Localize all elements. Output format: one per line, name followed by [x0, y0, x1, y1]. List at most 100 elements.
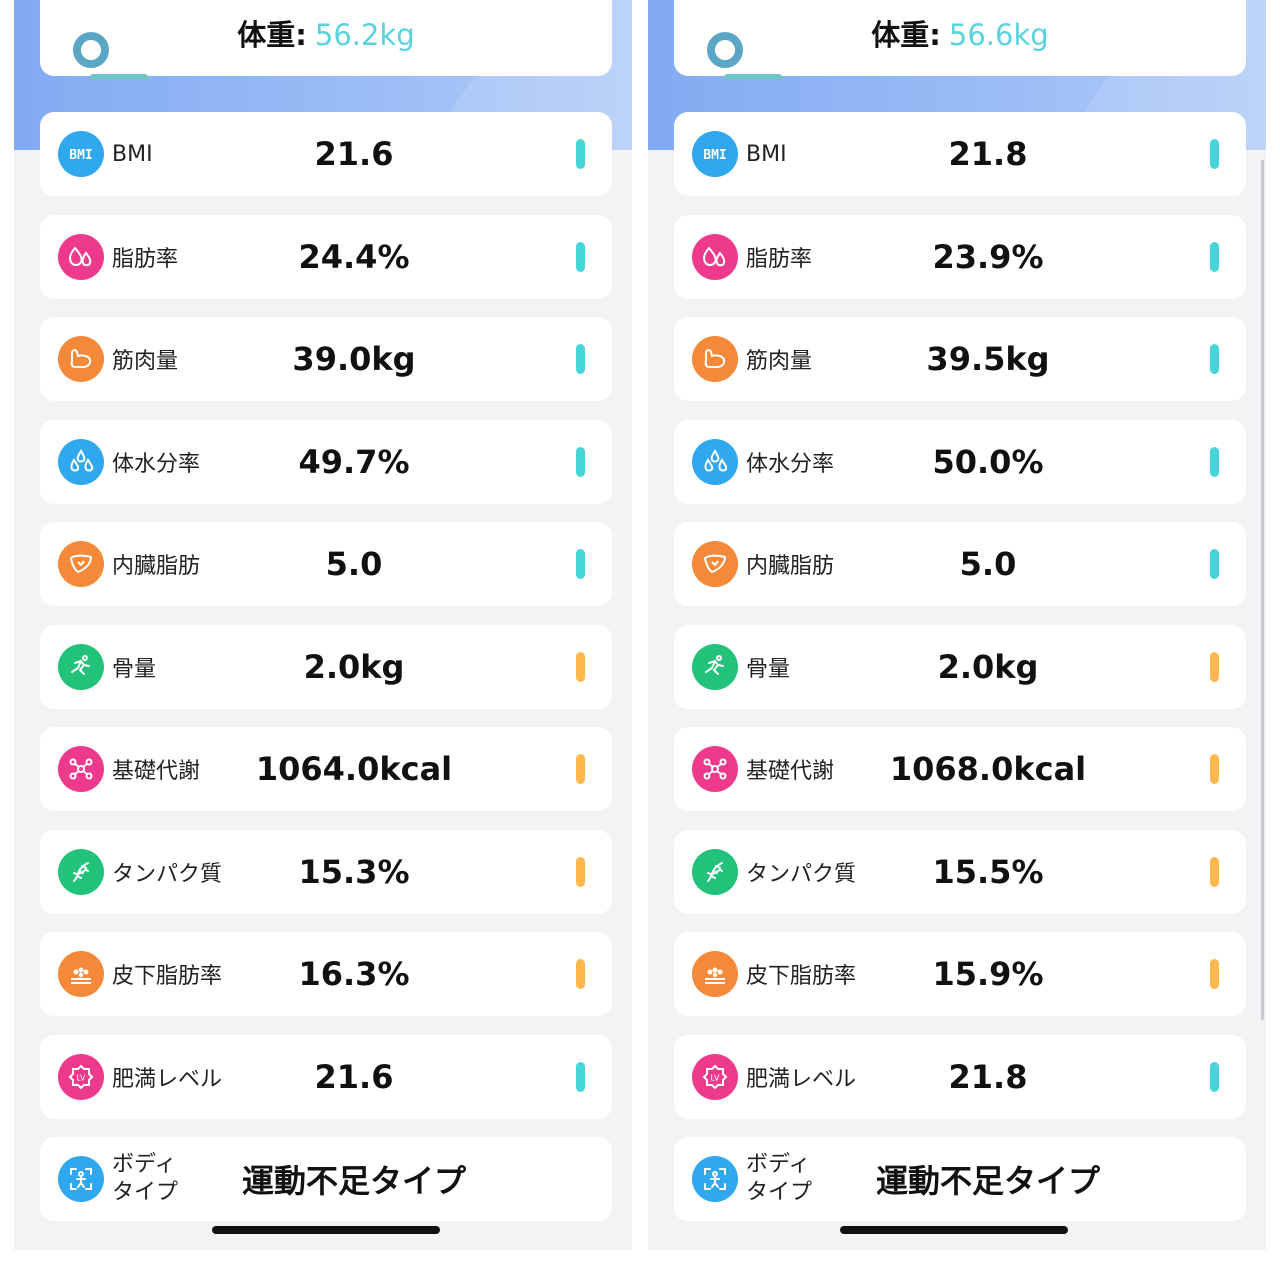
svg-text:BMI: BMI	[69, 148, 92, 163]
water-drops-icon	[58, 438, 104, 485]
metric-row[interactable]: 皮下脂肪率 15.9%	[674, 932, 1246, 1016]
status-indicator	[1210, 139, 1219, 169]
body-scan-icon	[58, 1156, 104, 1202]
metric-label: ボディ タイプ	[746, 1137, 812, 1221]
metric-value: 5.0	[959, 545, 1017, 583]
status-indicator	[576, 549, 585, 579]
metric-row[interactable]: 筋肉量 39.0kg	[40, 317, 612, 401]
metric-label: 体水分率	[746, 451, 835, 477]
phone-screen-right: 体重: 56.6kg BMI BMI 21.8 脂肪率 23.9% 筋肉量 39.5kg 体水…	[648, 0, 1266, 1250]
metric-label: 皮下脂肪率	[746, 964, 857, 989]
status-indicator	[1210, 959, 1219, 989]
scale-base-icon	[724, 74, 782, 80]
molecule-icon	[58, 746, 104, 792]
metric-label: 脂肪率	[746, 246, 813, 272]
metric-row[interactable]: タンパク質 15.3%	[40, 829, 612, 914]
metric-row[interactable]: LV 肥満レベル 21.6	[40, 1034, 612, 1119]
metric-list: BMI BMI 21.6 脂肪率 24.4% 筋肉量 39.0kg 体水分率 49.7% 内臓脂肪…	[40, 112, 612, 1240]
weight-label: 体重:	[871, 18, 941, 52]
metric-value: 5.0	[325, 545, 383, 583]
metric-row[interactable]: 筋肉量 39.5kg	[674, 317, 1246, 401]
metric-value: 39.5kg	[926, 340, 1050, 378]
metric-value: 1064.0kcal	[255, 750, 453, 788]
bone-runner-icon	[692, 643, 738, 690]
metric-row[interactable]: 骨量 2.0kg	[40, 624, 612, 709]
metric-value: 49.7%	[298, 442, 410, 481]
body-scan-icon	[692, 1156, 738, 1202]
bmi-icon: BMI	[692, 131, 738, 177]
metric-row[interactable]: タンパク質 15.5%	[674, 829, 1246, 914]
status-indicator	[576, 856, 585, 887]
level-badge-icon: LV	[58, 1053, 104, 1100]
metric-label-line2: タイプ	[746, 1180, 813, 1205]
metric-row[interactable]: 皮下脂肪率 16.3%	[40, 932, 612, 1016]
metric-row[interactable]: 内臓脂肪 5.0	[674, 522, 1246, 606]
status-indicator	[1210, 241, 1219, 272]
level-badge-icon: LV	[692, 1053, 738, 1100]
metric-row[interactable]: ボディ タイプ 運動不足タイプ	[674, 1137, 1246, 1221]
svg-text:LV: LV	[76, 1073, 86, 1082]
skin-layer-icon	[58, 951, 104, 997]
muscle-arm-icon	[692, 336, 738, 382]
scale-base-icon	[90, 74, 148, 80]
muscle-arm-icon	[58, 336, 104, 382]
dna-icon	[58, 848, 104, 895]
weight-value: 56.2kg	[314, 18, 415, 52]
metric-row[interactable]: ボディ タイプ 運動不足タイプ	[40, 1137, 612, 1221]
liver-icon	[692, 541, 738, 587]
scale-ring-icon	[73, 32, 109, 68]
status-indicator	[1210, 754, 1219, 784]
home-indicator[interactable]	[212, 1226, 440, 1234]
metric-value: 21.8	[948, 1057, 1028, 1096]
fat-drops-icon	[692, 233, 738, 280]
weight-label: 体重:	[237, 18, 307, 52]
metric-row[interactable]: 体水分率 49.7%	[40, 419, 612, 504]
status-indicator	[576, 139, 585, 169]
metric-value: 50.0%	[932, 442, 1044, 481]
metric-row[interactable]: BMI BMI 21.8	[674, 112, 1246, 196]
weight-card: 体重: 56.6kg	[674, 0, 1246, 76]
status-indicator	[576, 1061, 585, 1092]
metric-label: BMI	[112, 141, 153, 167]
metric-label: 筋肉量	[746, 349, 813, 374]
bone-runner-icon	[58, 643, 104, 690]
weight-title: 体重: 56.6kg	[674, 12, 1246, 54]
metric-row[interactable]: 基礎代謝 1068.0kcal	[674, 727, 1246, 811]
home-indicator[interactable]	[840, 1226, 1068, 1234]
svg-text:BMI: BMI	[703, 148, 726, 163]
metric-value: 21.8	[948, 135, 1028, 173]
weight-title: 体重: 56.2kg	[40, 12, 612, 54]
status-indicator	[1210, 1061, 1219, 1092]
status-indicator	[1210, 344, 1219, 374]
metric-row[interactable]: 基礎代謝 1064.0kcal	[40, 727, 612, 811]
status-indicator	[1210, 856, 1219, 887]
metric-value: 23.9%	[932, 237, 1044, 276]
metric-row[interactable]: 脂肪率 23.9%	[674, 214, 1246, 299]
metric-row[interactable]: LV 肥満レベル 21.8	[674, 1034, 1246, 1119]
metric-value: 運動不足タイプ	[241, 1162, 466, 1200]
metric-row[interactable]: 脂肪率 24.4%	[40, 214, 612, 299]
metric-row[interactable]: 体水分率 50.0%	[674, 419, 1246, 504]
metric-value: 2.0kg	[937, 647, 1039, 686]
metric-label: 骨量	[112, 656, 157, 682]
metric-row[interactable]: 内臓脂肪 5.0	[40, 522, 612, 606]
status-indicator	[576, 241, 585, 272]
metric-value: 16.3%	[298, 955, 410, 993]
metric-value: 15.3%	[298, 852, 410, 891]
metric-list: BMI BMI 21.8 脂肪率 23.9% 筋肉量 39.5kg 体水分率 50.0% 内臓脂肪…	[674, 112, 1246, 1240]
metric-label: 筋肉量	[112, 349, 179, 374]
metric-value: 21.6	[314, 135, 394, 173]
metric-label: タンパク質	[746, 861, 857, 887]
metric-value: 15.5%	[932, 852, 1044, 891]
metric-label: 骨量	[746, 656, 791, 682]
metric-value: 15.9%	[932, 955, 1044, 993]
metric-row[interactable]: 骨量 2.0kg	[674, 624, 1246, 709]
fat-drops-icon	[58, 233, 104, 280]
water-drops-icon	[692, 438, 738, 485]
status-indicator	[1210, 651, 1219, 682]
metric-label: タンパク質	[112, 861, 223, 887]
scrollbar[interactable]	[1261, 160, 1264, 1020]
scale-ring-icon	[707, 32, 743, 68]
status-indicator	[576, 446, 585, 477]
metric-row[interactable]: BMI BMI 21.6	[40, 112, 612, 196]
